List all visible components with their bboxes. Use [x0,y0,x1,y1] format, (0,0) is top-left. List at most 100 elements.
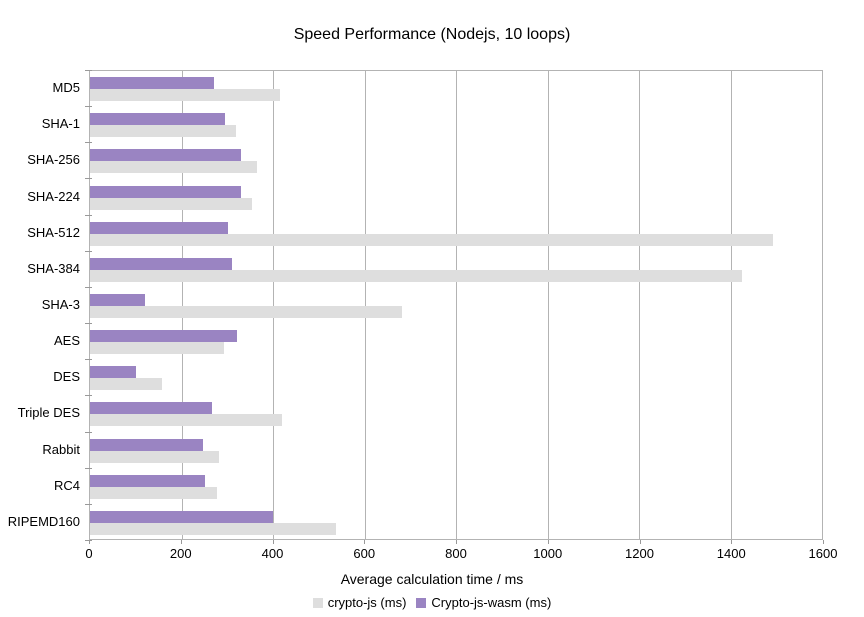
y-label-SHA-1: SHA-1 [41,116,80,132]
x-label-1200: 1200 [625,546,654,561]
bar-crypto-js-wasm-ms--RC4 [90,474,205,487]
bar-crypto-js-wasm-ms--SHA-224 [90,185,242,198]
y-tick [85,323,92,324]
x-label-0: 0 [85,546,93,561]
y-label-RIPEMD160: RIPEMD160 [7,513,80,529]
y-label-Rabbit: Rabbit [42,441,80,457]
x-tick-200 [180,540,182,544]
y-tick [85,178,92,179]
gridline-200 [181,71,183,539]
gridline-1000 [547,71,549,539]
bar-crypto-js-ms--AES [90,342,225,355]
bar-crypto-js-wasm-ms--SHA-3 [90,293,145,306]
y-tick [85,106,92,107]
chart-row-MD5 [90,71,822,107]
bar-crypto-js-wasm-ms--SHA-256 [90,149,242,162]
x-label-400: 400 [261,546,284,561]
y-tick [85,540,92,541]
x-tick-1600 [823,540,824,544]
y-label-SHA-224: SHA-224 [27,188,80,204]
chart-title: Speed Performance (Nodejs, 10 loops) [293,26,571,43]
bar-crypto-js-ms--Rabbit [90,450,219,463]
gridline-1200 [639,71,640,539]
chart-row-SHA-224 [90,179,822,215]
x-tick-1200 [639,540,641,544]
chart-row-SHA-1 [90,107,822,143]
bar-crypto-js-ms--MD5 [90,89,281,102]
legend-swatch-icon [416,597,427,608]
y-label-SHA-384: SHA-384 [27,260,80,276]
chart-row-Triple DES [90,396,822,432]
x-label-1600: 1600 [808,546,838,561]
bar-crypto-js-ms--SHA-1 [90,125,237,138]
gridline-800 [456,71,457,539]
bar-crypto-js-wasm-ms--SHA-512 [90,221,228,234]
x-label-1400: 1400 [716,546,746,561]
bar-crypto-js-ms--SHA-224 [90,197,253,210]
bar-crypto-js-wasm-ms--DES [90,366,137,379]
x-label-600: 600 [353,546,376,561]
y-tick [85,215,92,216]
x-tick-1000 [547,540,549,544]
y-label-SHA-512: SHA-512 [27,224,80,240]
x-label-800: 800 [445,546,467,561]
y-label-SHA-256: SHA-256 [27,152,80,168]
chart-row-SHA-256 [90,143,822,179]
chart-row-Rabbit [90,433,822,469]
y-label-AES: AES [53,333,80,349]
bar-crypto-js-wasm-ms--SHA-384 [90,257,232,270]
x-tick-400 [272,540,274,544]
x-tick-0 [89,540,90,544]
chart-row-SHA-384 [90,252,822,288]
x-label-1000: 1000 [533,546,563,561]
x-tick-800 [456,540,457,544]
y-tick [85,504,92,505]
y-tick [85,359,92,360]
chart-row-SHA-512 [90,216,822,252]
y-tick [85,251,92,252]
legend-label: crypto-js (ms) [327,595,407,610]
chart-row-RIPEMD160 [90,505,822,541]
bar-crypto-js-wasm-ms--Rabbit [90,438,203,451]
bar-crypto-js-wasm-ms--RIPEMD160 [90,510,274,523]
gridline-1600 [822,71,823,539]
gridline-400 [273,71,274,539]
legend-label: Crypto-js-wasm (ms) [431,595,552,610]
chart-row-SHA-3 [90,288,822,324]
bar-crypto-js-ms--SHA-256 [90,161,257,174]
bar-crypto-js-wasm-ms--AES [90,330,237,343]
chart-row-RC4 [90,469,822,505]
y-label-RC4: RC4 [53,477,80,493]
chart-row-DES [90,360,822,396]
plot-area [89,70,823,540]
y-label-Triple DES: Triple DES [17,405,80,421]
legend-swatch-icon [312,597,323,608]
bar-crypto-js-ms--Triple DES [90,414,282,427]
x-tick-1400 [731,540,733,544]
legend-item-crypto-js-ms-: crypto-js (ms) [312,595,407,610]
x-axis-title: Average calculation time / ms [340,571,524,587]
bar-crypto-js-ms--SHA-384 [90,269,743,282]
gridline-1400 [730,71,732,539]
y-label-SHA-3: SHA-3 [41,297,80,312]
bar-crypto-js-wasm-ms--Triple DES [90,402,212,415]
bar-crypto-js-ms--DES [90,378,162,391]
y-tick [85,395,92,396]
bar-crypto-js-ms--SHA-3 [90,305,402,318]
legend-item-crypto-js-wasm-ms-: Crypto-js-wasm (ms) [416,595,551,610]
y-label-DES: DES [53,369,80,385]
bar-crypto-js-ms--SHA-512 [90,233,774,246]
y-tick [85,468,92,469]
legend: crypto-js (ms) Crypto-js-wasm (ms) [0,595,864,610]
x-label-200: 200 [169,546,192,561]
bar-crypto-js-wasm-ms--MD5 [90,77,215,90]
bar-crypto-js-ms--RC4 [90,486,218,499]
y-tick [85,287,92,288]
gridline-600 [364,71,366,539]
x-tick-600 [364,540,366,544]
bar-crypto-js-ms--RIPEMD160 [90,522,337,535]
y-label-MD5: MD5 [52,80,80,96]
bar-crypto-js-wasm-ms--SHA-1 [90,113,226,126]
y-tick [85,432,92,433]
